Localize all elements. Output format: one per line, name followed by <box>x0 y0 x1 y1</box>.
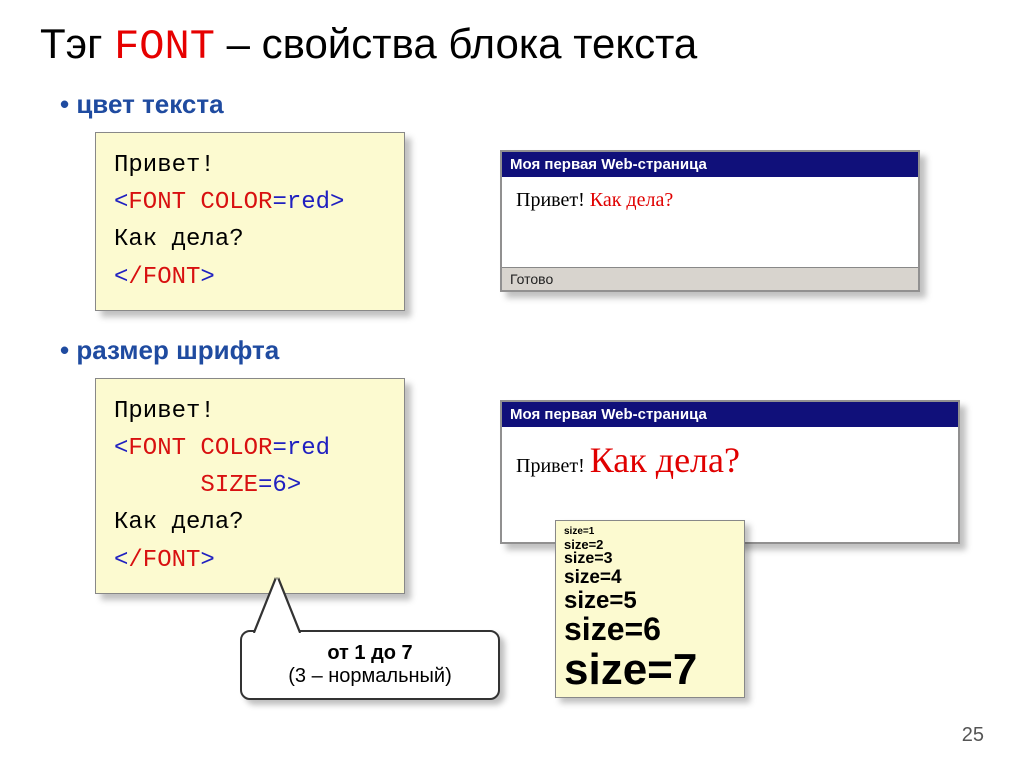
code1-l4: </FONT> <box>114 259 386 296</box>
win2-titlebar: Моя первая Web-страница <box>502 402 958 427</box>
code2-l5: </FONT> <box>114 542 386 579</box>
callout-range: от 1 до 7 (3 – нормальный) <box>240 630 500 700</box>
win1-text2: Как дела? <box>590 189 673 211</box>
size-sample: size=5 <box>564 588 736 613</box>
win2-text1: Привет! <box>516 455 590 477</box>
callout-pointer <box>255 578 299 633</box>
size-sample: size=1 <box>564 527 736 538</box>
size-sample: size=6 <box>564 613 736 647</box>
title-tag: FONT <box>114 23 215 71</box>
code1-l3: Как дела? <box>114 221 386 258</box>
title-pre: Тэг <box>40 20 114 67</box>
size-sample: size=3 <box>564 551 736 568</box>
win1-text1: Привет! <box>516 189 590 211</box>
code1-l1: Привет! <box>114 147 386 184</box>
size-sample: size=2 <box>564 538 736 552</box>
code2-l3: SIZE=6> <box>114 467 386 504</box>
size-demo-box: size=1size=2size=3size=4size=5size=6size… <box>555 520 745 698</box>
callout-bold: от 1 до 7 <box>254 642 486 665</box>
callout-line2: (3 – нормальный) <box>254 665 486 688</box>
title-post: – свойства блока текста <box>215 20 697 67</box>
win1-content: Привет! Как дела? <box>502 177 918 267</box>
code-example-1: Привет! <FONT COLOR=red> Как дела? </FON… <box>95 132 405 311</box>
size-sample: size=4 <box>564 568 736 588</box>
win1-titlebar: Моя первая Web-страница <box>502 152 918 177</box>
code-example-2: Привет! <FONT COLOR=red SIZE=6> Как дела… <box>95 378 405 594</box>
code1-l2: <FONT COLOR=red> <box>114 184 386 221</box>
slide-title: Тэг FONT – свойства блока текста <box>40 20 984 71</box>
win1-statusbar: Готово <box>502 267 918 290</box>
page-number: 25 <box>962 724 984 747</box>
preview-window-1: Моя первая Web-страница Привет! Как дела… <box>500 150 920 292</box>
code2-l1: Привет! <box>114 393 386 430</box>
bullet-size: размер шрифта <box>60 335 984 366</box>
code2-l2: <FONT COLOR=red <box>114 430 386 467</box>
win2-text2: Как дела? <box>590 440 740 480</box>
code2-l4: Как дела? <box>114 504 386 541</box>
size-sample: size=7 <box>564 647 736 693</box>
bullet-color: цвет текста <box>60 89 984 120</box>
